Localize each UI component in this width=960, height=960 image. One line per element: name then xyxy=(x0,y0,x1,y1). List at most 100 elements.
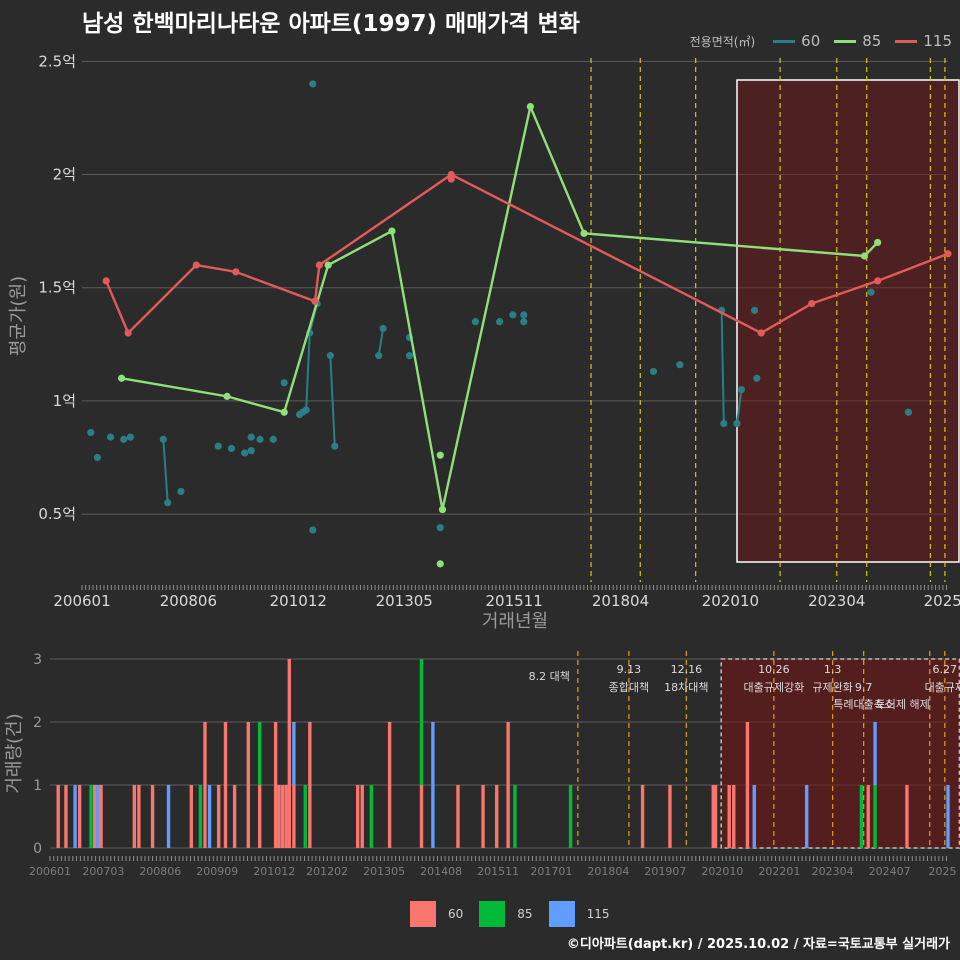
volume-bar-85 xyxy=(873,785,877,848)
bar-legend-label-115: 115 xyxy=(586,907,610,921)
volume-bar-60 xyxy=(905,785,909,848)
highlight-region xyxy=(736,79,960,563)
series-115-point xyxy=(232,268,240,276)
series-85-point xyxy=(223,392,231,400)
volume-bar-115 xyxy=(946,785,950,848)
policy-annotation-text: 대출규제강화 xyxy=(744,681,805,694)
volume-bar-60 xyxy=(277,785,281,848)
volume-bar-60 xyxy=(355,785,360,848)
volume-bar-60 xyxy=(745,722,750,848)
policy-annotation: 토허제 해제 xyxy=(876,697,930,711)
volume-bar-60 xyxy=(640,785,645,848)
volume-bar-85 xyxy=(419,659,424,785)
legend-line-115 xyxy=(895,39,918,43)
series-60-point xyxy=(509,311,517,319)
policy-annotation: 8.2 대책 xyxy=(529,670,570,683)
x-tick-label: 200601 xyxy=(53,592,110,610)
volume-bar-85 xyxy=(198,785,203,848)
volume-bar-60 xyxy=(203,722,207,848)
x-tick-label: 201804 xyxy=(592,592,649,610)
bar-legend-item-115: 115 xyxy=(548,901,610,927)
y-tick-label: 2억 xyxy=(53,166,76,184)
series-60-point xyxy=(379,324,387,333)
volume-bar-60 xyxy=(866,785,870,848)
series-60-point xyxy=(269,435,277,443)
volume-bar-60 xyxy=(727,785,731,848)
series-115-point xyxy=(874,277,882,285)
policy-annotation-text: 18차대책 xyxy=(664,681,708,694)
legend-line-85 xyxy=(834,39,857,43)
legend-line-60 xyxy=(773,39,796,43)
y-tick-label: 1억 xyxy=(53,392,76,410)
volume-bar-60 xyxy=(419,785,424,848)
volume-bar-60 xyxy=(77,785,82,848)
bar-x-tick-label: 200601 xyxy=(29,865,71,878)
series-85-point xyxy=(388,227,396,235)
series-60-point xyxy=(214,442,222,450)
series-85-point xyxy=(436,560,444,568)
volume-bar-60 xyxy=(56,785,60,848)
volume-bar-115 xyxy=(804,785,809,848)
volume-bar-60 xyxy=(713,785,718,848)
series-60-point xyxy=(436,524,444,532)
volume-bar-60 xyxy=(64,785,68,848)
volume-bar-60 xyxy=(150,785,155,848)
volume-bar-60 xyxy=(387,722,392,848)
policy-annotation-text: 특례대출축소 xyxy=(833,698,894,711)
chart-title: 남성 한백마리나타운 아파트(1997) 매매가격 변화 xyxy=(82,11,580,37)
series-60-point xyxy=(302,406,310,414)
bar-y-tick-label: 2 xyxy=(33,715,42,731)
volume-bar-60 xyxy=(292,785,296,848)
bar-x-tick-label: 200806 xyxy=(139,865,181,878)
y-tick-label: 2.5억 xyxy=(38,52,76,70)
series-60-point xyxy=(649,367,658,376)
series-115-point xyxy=(808,299,816,308)
volume-bar-60 xyxy=(481,785,485,848)
volume-bar-115 xyxy=(96,785,100,848)
volume-bar-115 xyxy=(873,722,877,785)
bar-highlight-region xyxy=(720,658,960,849)
bar-y-tick-label: 1 xyxy=(33,778,42,794)
series-60-segment xyxy=(736,389,743,424)
x-tick-label: 201305 xyxy=(376,592,433,610)
volume-bar-60 xyxy=(284,785,288,848)
bar-x-tick-label: 201511 xyxy=(477,865,519,878)
volume-chart: 0 1 2 3 8.2 대책 9.13 종합대책 12.16 18차대책 10.26 대출규제강화 1… xyxy=(4,651,960,878)
series-60-segment xyxy=(162,439,169,503)
series-85-point xyxy=(860,252,869,260)
series-60-point xyxy=(471,318,480,326)
bar-y-axis-title: 거래량(건) xyxy=(4,713,25,793)
series-60-point xyxy=(737,385,745,394)
policy-annotation-text: 규제완화 xyxy=(812,681,852,694)
series-60-point xyxy=(87,428,95,437)
legend-item-60: 60 xyxy=(773,32,820,50)
series-85-point xyxy=(580,229,588,237)
series-60-point xyxy=(326,352,334,360)
volume-bar-60 xyxy=(246,722,250,848)
series-60-point xyxy=(520,318,528,326)
volume-bar-60 xyxy=(223,722,228,848)
series-60-point xyxy=(375,352,383,360)
series-60-point xyxy=(247,447,255,455)
policy-annotation-date: 9.7 xyxy=(855,681,873,694)
policy-annotation-text: 종합대책 xyxy=(609,681,649,694)
series-115-point xyxy=(102,277,110,285)
series-60-point xyxy=(93,453,101,462)
series-60-point xyxy=(227,444,236,453)
bar-x-tick-label: 202201 xyxy=(758,865,800,878)
series-60-point xyxy=(309,526,317,534)
volume-bar-85 xyxy=(303,785,307,848)
series-60-point xyxy=(120,435,128,443)
series-60-point xyxy=(750,306,759,314)
series-60-point xyxy=(159,435,167,443)
series-60-segment xyxy=(329,355,336,447)
bar-legend-item-85: 85 xyxy=(479,901,533,927)
legend-item-115: 115 xyxy=(895,32,952,50)
series-85-line xyxy=(121,102,879,510)
series-60-point xyxy=(256,435,264,443)
volume-bar-85 xyxy=(369,785,374,848)
volume-bar-60 xyxy=(360,785,364,848)
bar-x-tick-label: 2025 xyxy=(929,865,957,878)
series-85-point xyxy=(526,102,534,111)
series-115-point xyxy=(757,329,765,337)
